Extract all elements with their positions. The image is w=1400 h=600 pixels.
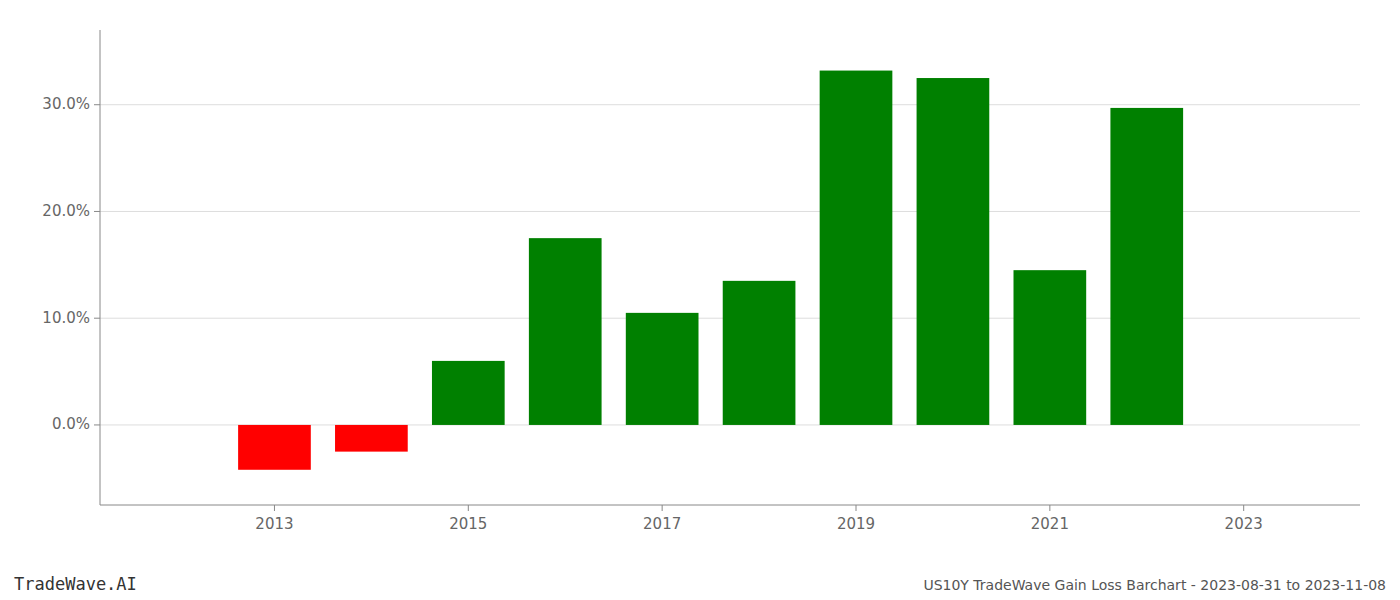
bar xyxy=(238,425,311,470)
y-tick xyxy=(94,211,100,212)
bar xyxy=(529,238,602,425)
y-tick-label: 0.0% xyxy=(52,415,90,433)
bar xyxy=(1110,108,1183,425)
x-tick-label: 2021 xyxy=(1031,515,1069,533)
bar xyxy=(432,361,505,425)
footer-right: US10Y TradeWave Gain Loss Barchart - 202… xyxy=(923,577,1386,593)
x-tick xyxy=(1243,505,1244,511)
x-tick xyxy=(274,505,275,511)
bar xyxy=(820,71,893,425)
x-tick-label: 2015 xyxy=(449,515,487,533)
x-tick-label: 2017 xyxy=(643,515,681,533)
y-tick xyxy=(94,104,100,105)
chart: 0.0% 10.0% 20.0% 30.0% 2013 2015 2017 2019 2021 2… xyxy=(0,0,1400,600)
footer-left: TradeWave.AI xyxy=(14,574,137,594)
x-tick xyxy=(856,505,857,511)
x-axis-line xyxy=(100,505,1360,506)
bar xyxy=(626,313,699,425)
y-tick xyxy=(94,424,100,425)
y-tick xyxy=(94,318,100,319)
y-grid xyxy=(100,105,1360,425)
y-tick-label: 10.0% xyxy=(42,309,90,327)
y-tick-label: 30.0% xyxy=(42,95,90,113)
x-tick xyxy=(468,505,469,511)
grid-line xyxy=(100,104,1360,105)
bar xyxy=(335,425,408,452)
x-tick-label: 2013 xyxy=(255,515,293,533)
y-axis-line xyxy=(100,30,101,505)
x-tick-label: 2019 xyxy=(837,515,875,533)
bar xyxy=(917,78,990,425)
bar xyxy=(723,281,796,425)
x-tick xyxy=(662,505,663,511)
x-tick xyxy=(1049,505,1050,511)
bar xyxy=(1014,270,1087,425)
bars xyxy=(238,71,1183,470)
y-tick-label: 20.0% xyxy=(42,202,90,220)
x-tick-label: 2023 xyxy=(1225,515,1263,533)
